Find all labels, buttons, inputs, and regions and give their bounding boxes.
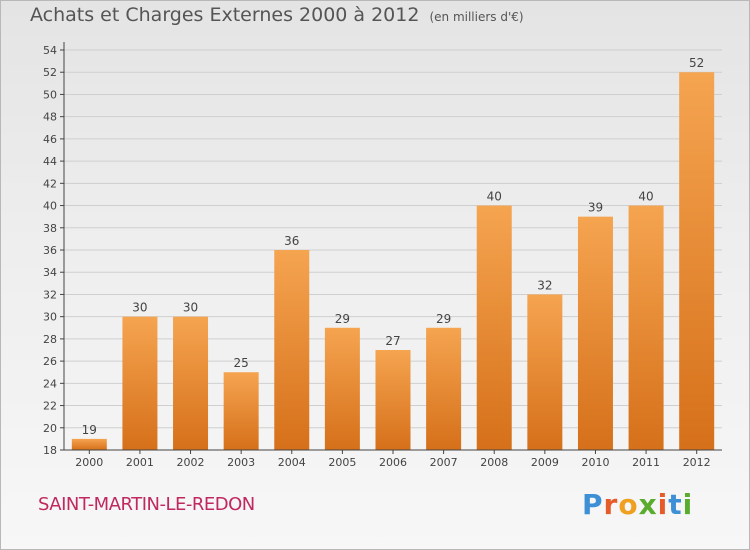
y-tick-label: 54 [43, 44, 57, 57]
x-tick-label: 2011 [632, 456, 660, 469]
bar-2006 [375, 350, 411, 450]
value-label: 30 [132, 301, 147, 315]
x-tick-label: 2005 [328, 456, 356, 469]
bar-2007 [426, 327, 462, 450]
bar-2000 [71, 438, 107, 450]
bar-2009 [527, 294, 563, 450]
value-label: 39 [588, 201, 603, 215]
bar-2004 [274, 250, 310, 450]
bar-2012 [679, 72, 715, 450]
logo-letter: i [657, 488, 669, 521]
value-label: 19 [82, 423, 97, 437]
x-tick-label: 2008 [480, 456, 508, 469]
bar-2010 [577, 216, 613, 450]
y-tick-label: 24 [43, 377, 57, 390]
y-tick-label: 44 [43, 155, 57, 168]
y-tick-label: 36 [43, 244, 57, 257]
y-tick-label: 48 [43, 111, 57, 124]
x-tick-label: 2012 [683, 456, 711, 469]
x-tick-label: 2001 [126, 456, 154, 469]
chart-title-text: Achats et Charges Externes 2000 à 2012 [30, 4, 420, 26]
y-tick-label: 20 [43, 422, 57, 435]
value-label: 29 [335, 312, 350, 326]
y-tick-label: 46 [43, 133, 57, 146]
value-label: 29 [436, 312, 451, 326]
y-tick-label: 52 [43, 66, 57, 79]
bars [71, 72, 715, 450]
axes: 18 20 22 24 26 28 30 32 34 36 38 40 42 44 46 48 50 52 54 [43, 42, 722, 457]
y-tick-label: 28 [43, 333, 57, 346]
town-name: SAINT-MARTIN-LE-REDON [38, 494, 255, 515]
x-tick-label: 2009 [531, 456, 559, 469]
y-tick-label: 32 [43, 288, 57, 301]
logo-letter: x [638, 488, 658, 521]
labels: 19 2000 30 2001 30 2002 25 2003 36 2004 29 2005 27 20… [75, 56, 710, 469]
chart-unit: (en milliers d'€) [429, 10, 524, 24]
x-tick-label: 2002 [177, 456, 205, 469]
y-tick-label: 38 [43, 222, 57, 235]
value-label: 40 [638, 190, 653, 204]
y-tick-label: 26 [43, 355, 57, 368]
x-tick-label: 2007 [430, 456, 458, 469]
bar-2001 [122, 316, 158, 450]
y-tick-label: 18 [43, 444, 57, 457]
x-tick-label: 2003 [227, 456, 255, 469]
y-tick-label: 30 [43, 311, 57, 324]
bar-2003 [223, 372, 259, 450]
logo-letter: P [582, 488, 604, 521]
logo-letter: o [618, 488, 639, 521]
value-label: 27 [385, 334, 400, 348]
value-label: 40 [487, 190, 502, 204]
bar-2011 [628, 205, 664, 450]
proxiti-logo: Proxiti [582, 488, 693, 521]
value-label: 32 [537, 278, 552, 292]
value-label: 30 [183, 301, 198, 315]
x-tick-label: 2010 [581, 456, 609, 469]
value-label: 52 [689, 56, 704, 70]
value-label: 25 [234, 356, 249, 370]
bar-2002 [173, 316, 209, 450]
bar-2005 [324, 327, 360, 450]
y-tick-label: 34 [43, 266, 57, 279]
x-tick-label: 2006 [379, 456, 407, 469]
y-tick-label: 42 [43, 177, 57, 190]
logo-letter: r [603, 488, 619, 521]
logo-letter: t [668, 488, 683, 521]
x-tick-label: 2000 [75, 456, 103, 469]
value-label: 36 [284, 234, 299, 248]
x-tick-label: 2004 [278, 456, 306, 469]
logo-letter: i [682, 488, 694, 521]
bar-2008 [476, 205, 512, 450]
y-tick-label: 40 [43, 200, 57, 213]
y-tick-label: 50 [43, 88, 57, 101]
y-tick-label: 22 [43, 400, 57, 413]
chart-title: Achats et Charges Externes 2000 à 2012 (e… [30, 4, 524, 26]
